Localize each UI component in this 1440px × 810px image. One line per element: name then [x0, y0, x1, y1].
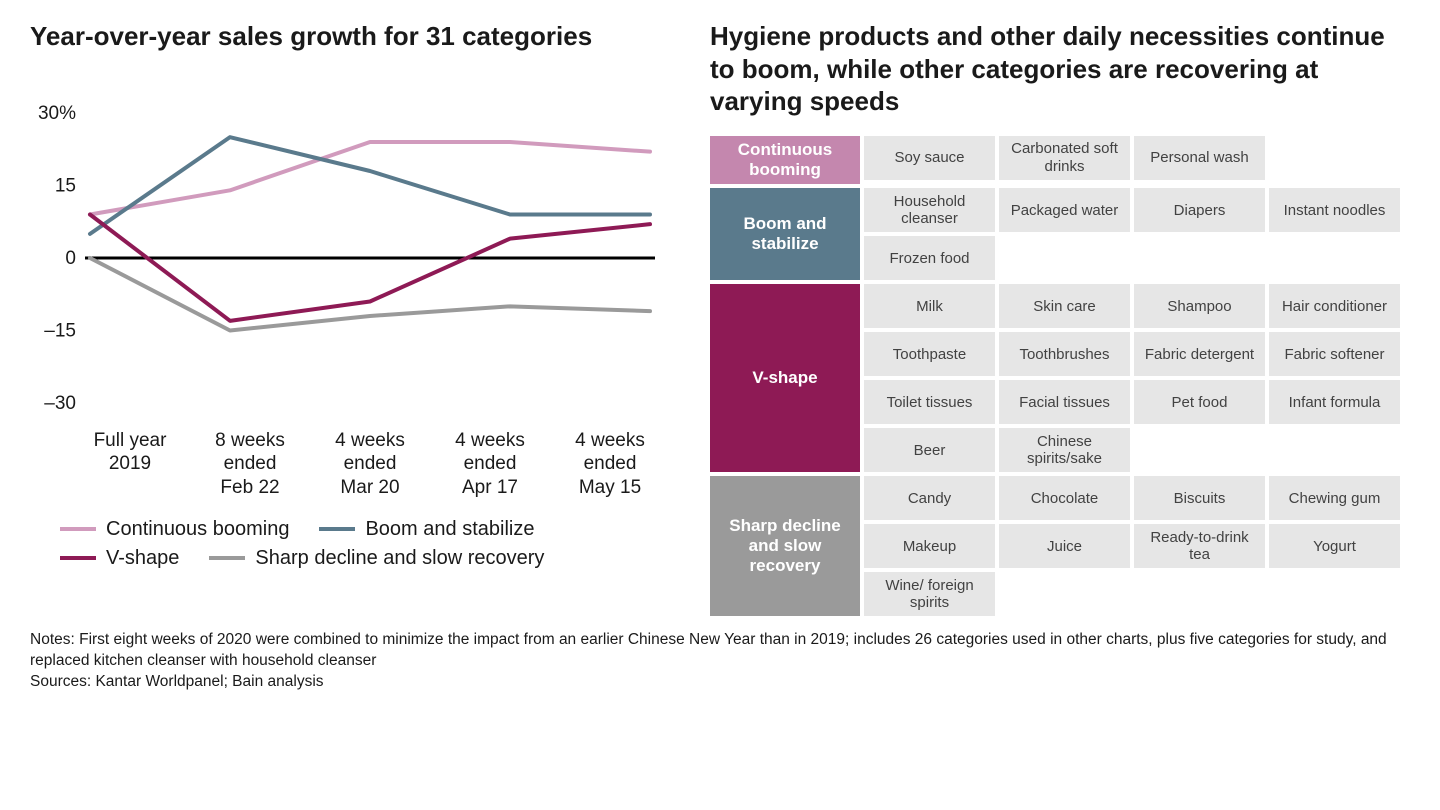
- category-cell: Milk: [864, 284, 995, 328]
- category-cell: Chocolate: [999, 476, 1130, 520]
- category-cell: Infant formula: [1269, 380, 1400, 424]
- category-cell: Skin care: [999, 284, 1130, 328]
- category-cell: Carbonated soft drinks: [999, 136, 1130, 180]
- left-column: Year-over-year sales growth for 31 categ…: [30, 20, 670, 616]
- category-cell: Wine/ foreign spirits: [864, 572, 995, 616]
- legend-item: Continuous booming: [60, 518, 289, 541]
- y-tick-label: –15: [44, 320, 76, 341]
- legend-swatch: [60, 556, 96, 560]
- legend-label: Continuous booming: [106, 518, 289, 541]
- x-tick-label: 8 weeks ended Feb 22: [190, 429, 310, 500]
- legend-label: V-shape: [106, 547, 179, 570]
- category-cell: Yogurt: [1269, 524, 1400, 568]
- x-tick-label: 4 weeks ended Apr 17: [430, 429, 550, 500]
- category-cell: Chewing gum: [1269, 476, 1400, 520]
- category-cell: Soy sauce: [864, 136, 995, 180]
- category-cell: Shampoo: [1134, 284, 1265, 328]
- y-tick-label: 15: [55, 175, 76, 196]
- category-header: V-shape: [710, 284, 860, 472]
- series-line: [90, 258, 650, 331]
- category-cell: Toothpaste: [864, 332, 995, 376]
- category-cells: MilkSkin careShampooHair conditioner Toot…: [864, 284, 1410, 472]
- category-row: Sharp decline and slow recoveryCandyChoc…: [710, 476, 1410, 616]
- legend-item: Boom and stabilize: [319, 518, 534, 541]
- category-row: Boom and stabilizeHousehold cleanserPack…: [710, 188, 1410, 280]
- footer-sources: Sources: Kantar Worldpanel; Bain analysi…: [30, 672, 1410, 693]
- category-header: Boom and stabilize: [710, 188, 860, 280]
- category-cell: Hair conditioner: [1269, 284, 1400, 328]
- y-tick-label: 0: [65, 248, 76, 269]
- x-tick-label: Full year 2019: [70, 429, 190, 500]
- category-cell: Pet food: [1134, 380, 1265, 424]
- footer: Notes: First eight weeks of 2020 were co…: [30, 630, 1410, 693]
- series-line: [90, 137, 650, 234]
- category-cell: Fabric softener: [1269, 332, 1400, 376]
- columns: Year-over-year sales growth for 31 categ…: [30, 20, 1410, 616]
- category-cell: Biscuits: [1134, 476, 1265, 520]
- right-column: Hygiene products and other daily necessi…: [710, 20, 1410, 616]
- category-cells: Soy sauceCarbonated soft drinksPersonal …: [864, 136, 1410, 185]
- chart-title: Year-over-year sales growth for 31 categ…: [30, 20, 670, 53]
- category-cell: Beer: [864, 428, 995, 472]
- category-row: V-shapeMilkSkin careShampooHair conditio…: [710, 284, 1410, 472]
- category-cell: Juice: [999, 524, 1130, 568]
- category-cell: Instant noodles: [1269, 188, 1400, 232]
- series-line: [90, 214, 650, 320]
- chart-legend: Continuous booming Boom and stabilize V-sh…: [30, 518, 670, 570]
- category-cell: Household cleanser: [864, 188, 995, 232]
- legend-label: Sharp decline and slow recovery: [255, 547, 544, 570]
- x-axis-labels: Full year 20198 weeks ended Feb 224 week…: [30, 429, 670, 500]
- legend-label: Boom and stabilize: [365, 518, 534, 541]
- page: Year-over-year sales growth for 31 categ…: [0, 0, 1440, 810]
- x-tick-label: 4 weeks ended May 15: [550, 429, 670, 500]
- category-row: Continuous boomingSoy sauceCarbonated so…: [710, 136, 1410, 185]
- category-cell: Chinese spirits/sake: [999, 428, 1130, 472]
- category-cell: Candy: [864, 476, 995, 520]
- category-cells: CandyChocolateBiscuitsChewing gum MakeupJ…: [864, 476, 1410, 616]
- legend-swatch: [60, 527, 96, 531]
- category-cells: Household cleanserPackaged waterDiapersI…: [864, 188, 1410, 280]
- category-cell: Packaged water: [999, 188, 1130, 232]
- category-cell: Diapers: [1134, 188, 1265, 232]
- line-chart: 30% 15 0 –15 –30 Full year 20198 weeks ended…: [30, 73, 670, 500]
- footer-notes: Notes: First eight weeks of 2020 were co…: [30, 630, 1410, 672]
- table-title: Hygiene products and other daily necessi…: [710, 20, 1410, 118]
- legend-swatch: [319, 527, 355, 531]
- y-tick-label: –30: [44, 393, 76, 414]
- category-cell: Toilet tissues: [864, 380, 995, 424]
- chart-svg: 30% 15 0 –15 –30: [30, 73, 670, 423]
- category-cell: Personal wash: [1134, 136, 1265, 180]
- category-cell: Ready-to-drink tea: [1134, 524, 1265, 568]
- legend-item: V-shape: [60, 547, 179, 570]
- category-header: Continuous booming: [710, 136, 860, 185]
- category-cell: Fabric detergent: [1134, 332, 1265, 376]
- legend-item: Sharp decline and slow recovery: [209, 547, 544, 570]
- category-header: Sharp decline and slow recovery: [710, 476, 860, 616]
- category-cell: Facial tissues: [999, 380, 1130, 424]
- x-tick-label: 4 weeks ended Mar 20: [310, 429, 430, 500]
- category-table: Continuous boomingSoy sauceCarbonated so…: [710, 136, 1410, 617]
- category-cell: Frozen food: [864, 236, 995, 280]
- category-cell: Toothbrushes: [999, 332, 1130, 376]
- y-tick-label: 30%: [38, 103, 76, 124]
- legend-swatch: [209, 556, 245, 560]
- category-cell: Makeup: [864, 524, 995, 568]
